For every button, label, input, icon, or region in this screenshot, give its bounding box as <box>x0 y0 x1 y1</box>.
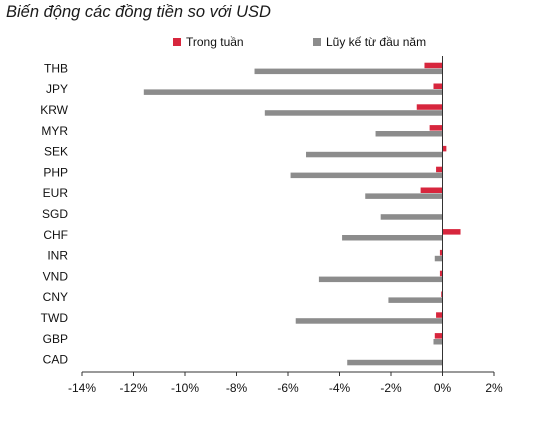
bar-weekly <box>429 125 443 131</box>
x-tick-label: -4% <box>329 381 351 395</box>
bar-ytd <box>347 359 443 366</box>
category-label: CNY <box>43 290 68 304</box>
category-label: GBP <box>43 332 68 346</box>
category-label: MYR <box>41 124 68 138</box>
x-tick-label: -12% <box>119 381 147 395</box>
chart-title: Biến động các đồng tiền so với USD <box>6 3 271 21</box>
x-tick-label: 0% <box>434 381 452 395</box>
x-tick-label: 2% <box>485 381 503 395</box>
bar-weekly <box>433 83 443 89</box>
bar-ytd <box>375 131 443 137</box>
category-label: CHF <box>43 228 68 242</box>
category-label: SGD <box>42 207 68 221</box>
x-tick-label: -14% <box>68 381 96 395</box>
bar-ytd <box>143 89 443 95</box>
bar-weekly <box>436 312 443 318</box>
legend-label: Trong tuần <box>186 35 244 49</box>
bar-ytd <box>290 172 443 179</box>
bar-ytd <box>433 339 443 345</box>
bar-weekly <box>434 333 443 339</box>
category-label: EUR <box>43 186 69 200</box>
bar-ytd <box>295 318 443 324</box>
bars-group <box>143 62 461 366</box>
category-label: JPY <box>46 82 68 96</box>
bar-ytd <box>388 297 443 303</box>
bar-weekly <box>436 166 443 173</box>
category-label: PHP <box>43 165 68 179</box>
bar-ytd <box>380 214 443 220</box>
category-label: TWD <box>41 311 69 325</box>
legend-swatch-ytd <box>313 38 321 46</box>
x-tick-label: -8% <box>226 381 248 395</box>
x-tick-label: -10% <box>171 381 199 395</box>
bar-weekly <box>441 291 443 297</box>
bar-ytd <box>264 110 443 116</box>
x-tick-label: -6% <box>277 381 299 395</box>
bar-ytd <box>254 68 443 75</box>
bar-weekly <box>439 270 443 277</box>
category-label: SEK <box>44 145 68 159</box>
x-tick-label: -2% <box>380 381 402 395</box>
bar-weekly <box>442 145 447 152</box>
bar-weekly <box>442 229 461 235</box>
category-labels: THB JPY KRW MYR SEK PHP EUR SGD CHF INR VND CNY TWD G… <box>40 61 68 366</box>
category-label: VND <box>43 269 69 283</box>
x-axis: -14% -12% -10% -8% -6% -4% -2% 0% 2% <box>68 56 503 395</box>
bar-ytd <box>306 151 443 158</box>
category-label: CAD <box>43 353 69 367</box>
legend-label: Lũy kế từ đầu năm <box>326 35 426 49</box>
bar-weekly <box>416 104 443 110</box>
category-label: THB <box>44 61 68 75</box>
category-label: INR <box>47 249 68 263</box>
bar-weekly <box>424 62 443 69</box>
legend: Trong tuần Lũy kế từ đầu năm <box>173 35 426 49</box>
bar-ytd <box>318 276 443 283</box>
bar-weekly <box>420 187 443 193</box>
bar-ytd <box>365 193 443 199</box>
bar-ytd <box>434 255 443 262</box>
legend-swatch-weekly <box>173 38 181 46</box>
category-label: KRW <box>40 103 68 117</box>
bar-weekly <box>439 249 443 256</box>
bar-ytd <box>342 235 443 241</box>
